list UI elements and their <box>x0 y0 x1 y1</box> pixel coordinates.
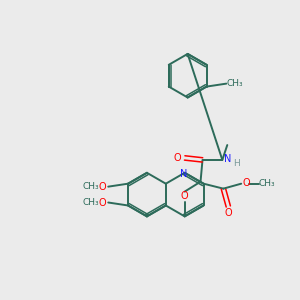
Text: O: O <box>174 153 182 163</box>
Text: CH₃: CH₃ <box>82 182 99 191</box>
Text: O: O <box>181 190 188 201</box>
Text: CH₃: CH₃ <box>227 79 244 88</box>
Text: CH₃: CH₃ <box>259 179 275 188</box>
Text: O: O <box>224 208 232 218</box>
Text: H: H <box>233 159 240 168</box>
Text: O: O <box>98 197 106 208</box>
Text: CH₃: CH₃ <box>82 198 99 207</box>
Text: N: N <box>180 169 188 179</box>
Text: O: O <box>242 178 250 188</box>
Text: O: O <box>98 182 106 192</box>
Text: N: N <box>224 154 231 164</box>
